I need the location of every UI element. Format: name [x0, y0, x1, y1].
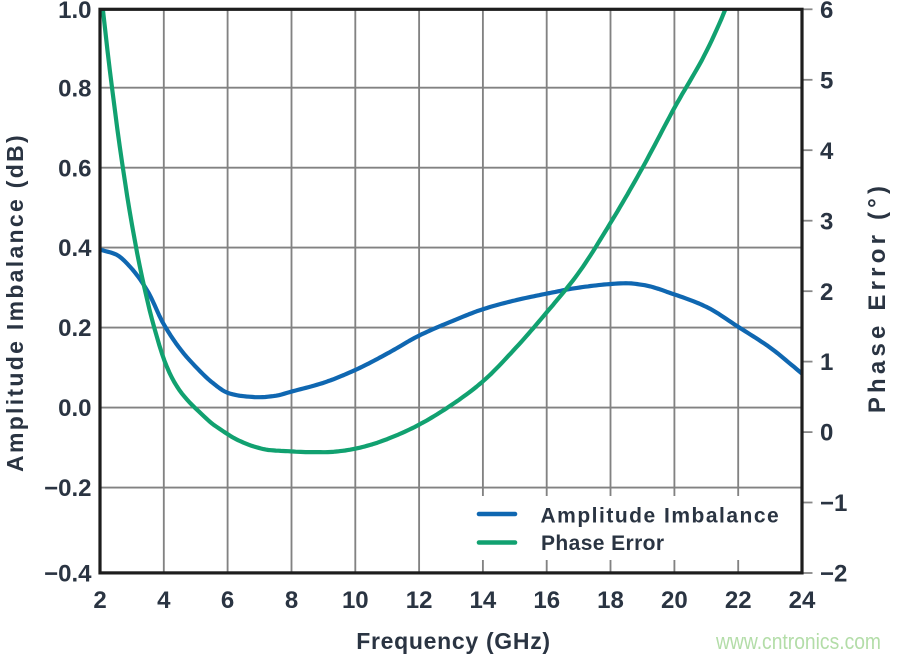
svg-text:22: 22 — [725, 587, 752, 614]
svg-text:10: 10 — [342, 587, 369, 614]
svg-text:0.0: 0.0 — [58, 395, 91, 422]
svg-text:1: 1 — [820, 349, 833, 376]
svg-text:Amplitude Imbalance (dB): Amplitude Imbalance (dB) — [2, 133, 28, 472]
svg-text:−2: −2 — [820, 561, 847, 588]
svg-text:5: 5 — [820, 67, 833, 94]
svg-text:18: 18 — [597, 587, 624, 614]
svg-text:0.8: 0.8 — [58, 75, 91, 102]
svg-text:24: 24 — [789, 587, 816, 614]
svg-text:16: 16 — [533, 587, 560, 614]
svg-text:−0.4: −0.4 — [44, 561, 92, 588]
svg-text:14: 14 — [470, 587, 497, 614]
svg-text:−0.2: −0.2 — [44, 475, 91, 502]
svg-text:0.2: 0.2 — [58, 315, 91, 342]
svg-text:0: 0 — [820, 420, 833, 447]
svg-text:4: 4 — [820, 138, 834, 165]
svg-text:6: 6 — [221, 587, 234, 614]
svg-text:2: 2 — [93, 587, 106, 614]
svg-text:Phase Error: Phase Error — [541, 532, 664, 555]
svg-text:Phase Error (°): Phase Error (°) — [864, 182, 891, 413]
svg-text:12: 12 — [406, 587, 433, 614]
svg-text:2: 2 — [820, 279, 833, 306]
svg-text:0.4: 0.4 — [58, 235, 92, 262]
svg-text:−1: −1 — [820, 490, 847, 517]
svg-text:Amplitude Imbalance: Amplitude Imbalance — [541, 505, 781, 528]
svg-text:Frequency (GHz): Frequency (GHz) — [356, 628, 551, 654]
svg-text:20: 20 — [661, 587, 688, 614]
svg-text:1.0: 1.0 — [58, 0, 91, 24]
svg-text:0.6: 0.6 — [58, 155, 91, 182]
svg-text:3: 3 — [820, 208, 833, 235]
svg-text:www.cntronics.com: www.cntronics.com — [715, 629, 881, 654]
svg-text:8: 8 — [285, 587, 298, 614]
svg-text:6: 6 — [820, 0, 833, 24]
svg-text:4: 4 — [157, 587, 171, 614]
